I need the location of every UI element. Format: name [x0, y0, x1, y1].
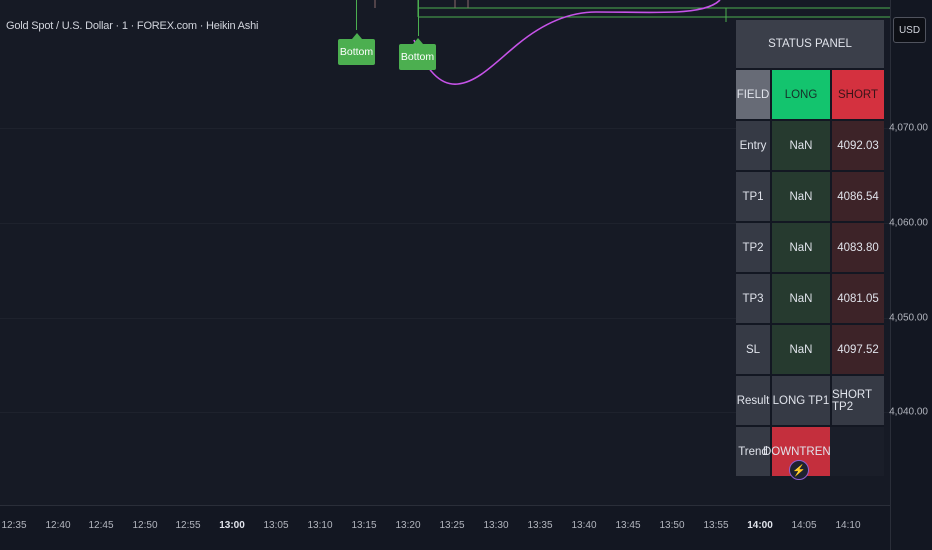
- time-label: 13:35: [527, 520, 553, 531]
- row-field: TP2: [736, 223, 770, 272]
- header-long: LONG: [770, 70, 830, 119]
- trend-value: DOWNTREND: [763, 427, 839, 476]
- time-label: 13:40: [571, 520, 597, 531]
- price-label: 4,050.00: [889, 312, 928, 324]
- row-field: TP3: [736, 274, 770, 323]
- row-long-value: NaN: [770, 121, 830, 170]
- bottom-marker[interactable]: Bottom: [338, 33, 375, 65]
- bottom-marker[interactable]: Bottom: [399, 38, 436, 70]
- grid-line-h: [0, 223, 890, 224]
- row-short-value: 4081.05: [830, 274, 884, 323]
- panel-row-tp3: TP3 NaN 4081.05: [736, 272, 884, 323]
- time-label: 13:25: [439, 520, 465, 531]
- chart-drawing: [374, 0, 890, 85]
- trend-empty: [830, 427, 884, 476]
- time-label: 13:45: [615, 520, 641, 531]
- time-label: 13:30: [483, 520, 509, 531]
- grid-line-h: [0, 318, 890, 319]
- row-short-value: 4092.03: [830, 121, 884, 170]
- price-axis[interactable]: 4,070.00 4,060.00 4,050.00 4,040.00: [889, 0, 932, 550]
- panel-row-tp2: TP2 NaN 4083.80: [736, 221, 884, 272]
- row-long-value: NaN: [770, 274, 830, 323]
- price-label: 4,060.00: [889, 217, 928, 229]
- panel-row-trend: Trend DOWNTREND: [736, 425, 884, 476]
- price-label: 4,070.00: [889, 122, 928, 134]
- time-label: 12:45: [88, 520, 114, 531]
- row-field: Result: [736, 376, 770, 425]
- panel-row-tp1: TP1 NaN 4086.54: [736, 170, 884, 221]
- time-label: 13:10: [307, 520, 333, 531]
- time-label: 12:35: [1, 520, 27, 531]
- row-field: Trend: [736, 427, 770, 476]
- time-label: 14:00: [747, 520, 773, 531]
- row-long-value: NaN: [770, 223, 830, 272]
- time-label: 13:50: [659, 520, 685, 531]
- time-label: 13:15: [351, 520, 377, 531]
- row-field: Entry: [736, 121, 770, 170]
- row-short-value: 4086.54: [830, 172, 884, 221]
- currency-button[interactable]: USD: [893, 17, 926, 43]
- lightning-icon[interactable]: ⚡: [789, 460, 809, 480]
- row-field: TP1: [736, 172, 770, 221]
- time-label: 12:40: [45, 520, 71, 531]
- panel-row-result: Result LONG TP1 SHORT TP2: [736, 374, 884, 425]
- time-label: 13:00: [219, 520, 245, 531]
- panel-row-entry: Entry NaN 4092.03: [736, 119, 884, 170]
- row-long-value: NaN: [770, 172, 830, 221]
- time-label: 14:05: [791, 520, 817, 531]
- time-label: 13:20: [395, 520, 421, 531]
- chart-area[interactable]: Bottom Bottom Gold Spot / U.S. Dollar · …: [0, 0, 890, 505]
- symbol-title[interactable]: Gold Spot / U.S. Dollar · 1 · FOREX.com …: [6, 20, 259, 32]
- time-label: 14:10: [835, 520, 861, 531]
- row-short-value: 4083.80: [830, 223, 884, 272]
- grid-line-h: [0, 128, 890, 129]
- price-label: 4,040.00: [889, 406, 928, 418]
- row-short-value: 4097.52: [830, 325, 884, 374]
- panel-header-row: FIELD LONG SHORT: [736, 68, 884, 119]
- grid-line-h: [0, 412, 890, 413]
- result-long: LONG TP1: [770, 376, 830, 425]
- result-short: SHORT TP2: [830, 376, 884, 425]
- time-label: 12:50: [132, 520, 158, 531]
- header-short: SHORT: [830, 70, 884, 119]
- status-panel-title: STATUS PANEL: [736, 20, 884, 68]
- marker-stem: [356, 0, 357, 30]
- status-panel: STATUS PANEL FIELD LONG SHORT Entry NaN …: [736, 20, 884, 476]
- time-label: 13:05: [263, 520, 289, 531]
- marker-stem: [418, 0, 419, 36]
- time-axis[interactable]: 12:35 12:40 12:45 12:50 12:55 13:00 13:0…: [0, 505, 890, 550]
- row-field: SL: [736, 325, 770, 374]
- header-field: FIELD: [736, 70, 770, 119]
- indicator-line: [413, 0, 721, 85]
- panel-row-sl: SL NaN 4097.52: [736, 323, 884, 374]
- time-label: 12:55: [175, 520, 201, 531]
- row-long-value: NaN: [770, 325, 830, 374]
- time-label: 13:55: [703, 520, 729, 531]
